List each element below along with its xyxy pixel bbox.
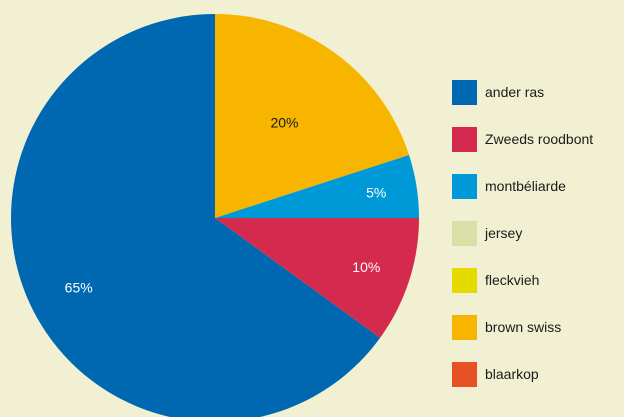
legend-label: brown swiss: [485, 319, 562, 335]
legend-label: Zweeds roodbont: [485, 131, 594, 147]
legend-item-fleckvieh: fleckvieh: [452, 267, 624, 293]
legend-label: fleckvieh: [485, 272, 540, 288]
legend: ander ras Zweeds roodbont montbéliarde jers…: [452, 79, 624, 408]
pie-slice-brown-swiss: [215, 14, 410, 218]
pie-slice-zweeds-roodbont: [215, 218, 419, 338]
legend-item-zweeds-roodbont: Zweeds roodbont: [452, 126, 624, 152]
legend-item-montbéliarde: montbéliarde: [452, 173, 624, 199]
legend-label: ander ras: [485, 84, 545, 100]
pie-slice-montbéliarde: [215, 154, 419, 218]
legend-item-jersey: jersey: [452, 220, 624, 246]
legend-swatch: [452, 361, 477, 387]
legend-label: montbéliarde: [485, 178, 566, 194]
legend-label: jersey: [485, 225, 523, 241]
pie-slice-ander-ras: [11, 14, 381, 417]
legend-swatch: [452, 126, 477, 152]
legend-item-ander-ras: ander ras: [452, 79, 624, 105]
legend-item-blaarkop: blaarkop: [452, 361, 624, 387]
legend-item-brown-swiss: brown swiss: [452, 314, 624, 340]
legend-swatch: [452, 267, 477, 293]
slice-label-montbéliarde: 5%: [366, 185, 386, 201]
legend-swatch: [452, 314, 477, 340]
legend-swatch: [452, 220, 477, 246]
slice-label-brown-swiss: 20%: [270, 114, 298, 130]
legend-label: blaarkop: [485, 366, 539, 382]
slice-label-zweeds-roodbont: 10%: [352, 259, 380, 275]
pie-labels: 20% 5% 10% 65%: [65, 114, 387, 295]
legend-swatch: [452, 173, 477, 199]
pie-slices: [11, 14, 419, 417]
slice-label-ander-ras: 65%: [65, 280, 93, 296]
legend-swatch: [452, 79, 477, 105]
